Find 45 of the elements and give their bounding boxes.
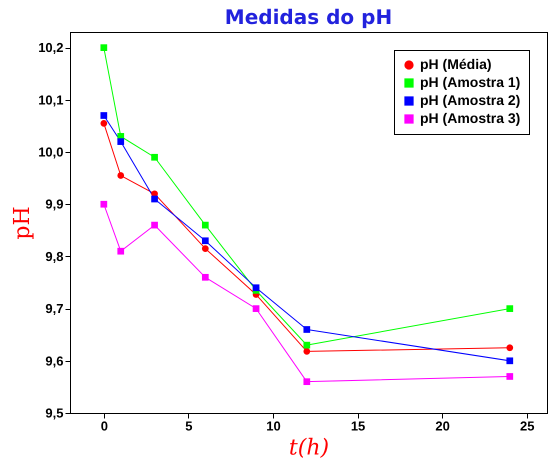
point	[117, 172, 124, 179]
point	[303, 348, 310, 355]
x-axis-title: t(h)	[288, 436, 330, 460]
x-tick-label: 5	[185, 418, 193, 434]
point	[252, 305, 260, 312]
legend-label: pH (Amostra 2)	[420, 92, 520, 108]
y-tick-label: 9,5	[45, 406, 64, 420]
point	[506, 373, 514, 380]
point	[100, 200, 108, 208]
point	[117, 248, 124, 255]
legend-label: pH (Amostra 1)	[420, 74, 520, 90]
x-tick-label: 10	[266, 418, 281, 434]
y-tick-label: 10,0	[38, 144, 64, 160]
y-axis-title: pH	[10, 206, 36, 240]
point	[151, 196, 158, 202]
point	[506, 357, 514, 364]
y-tick-label: 9,9	[45, 196, 64, 212]
point	[100, 44, 108, 52]
point	[100, 120, 108, 127]
point	[506, 305, 514, 312]
point	[252, 284, 260, 292]
point	[151, 222, 158, 228]
point	[117, 138, 124, 145]
chart-title: Medidas do pH	[224, 5, 392, 29]
point	[202, 245, 209, 252]
legend-label: pH (Amostra 3)	[420, 110, 520, 126]
point	[303, 378, 310, 386]
legend-label: pH (Média)	[420, 56, 492, 72]
point	[202, 274, 209, 281]
point	[202, 237, 209, 244]
point	[100, 112, 108, 119]
x-tick-label: 15	[350, 418, 366, 434]
x-tick-label: 0	[100, 418, 108, 434]
point	[506, 344, 514, 352]
point	[303, 326, 310, 333]
x-tick-label: 20	[435, 418, 450, 434]
point	[202, 222, 209, 228]
y-tick-label: 10,2	[38, 40, 64, 56]
point	[303, 342, 310, 349]
y-tick-label: 9,6	[45, 353, 64, 368]
y-tick-label: 9,8	[45, 248, 64, 264]
y-tick-label: 10,1	[38, 92, 64, 108]
x-tick-label: 25	[520, 418, 534, 434]
point	[151, 154, 158, 161]
y-tick-label: 9,7	[45, 301, 64, 316]
